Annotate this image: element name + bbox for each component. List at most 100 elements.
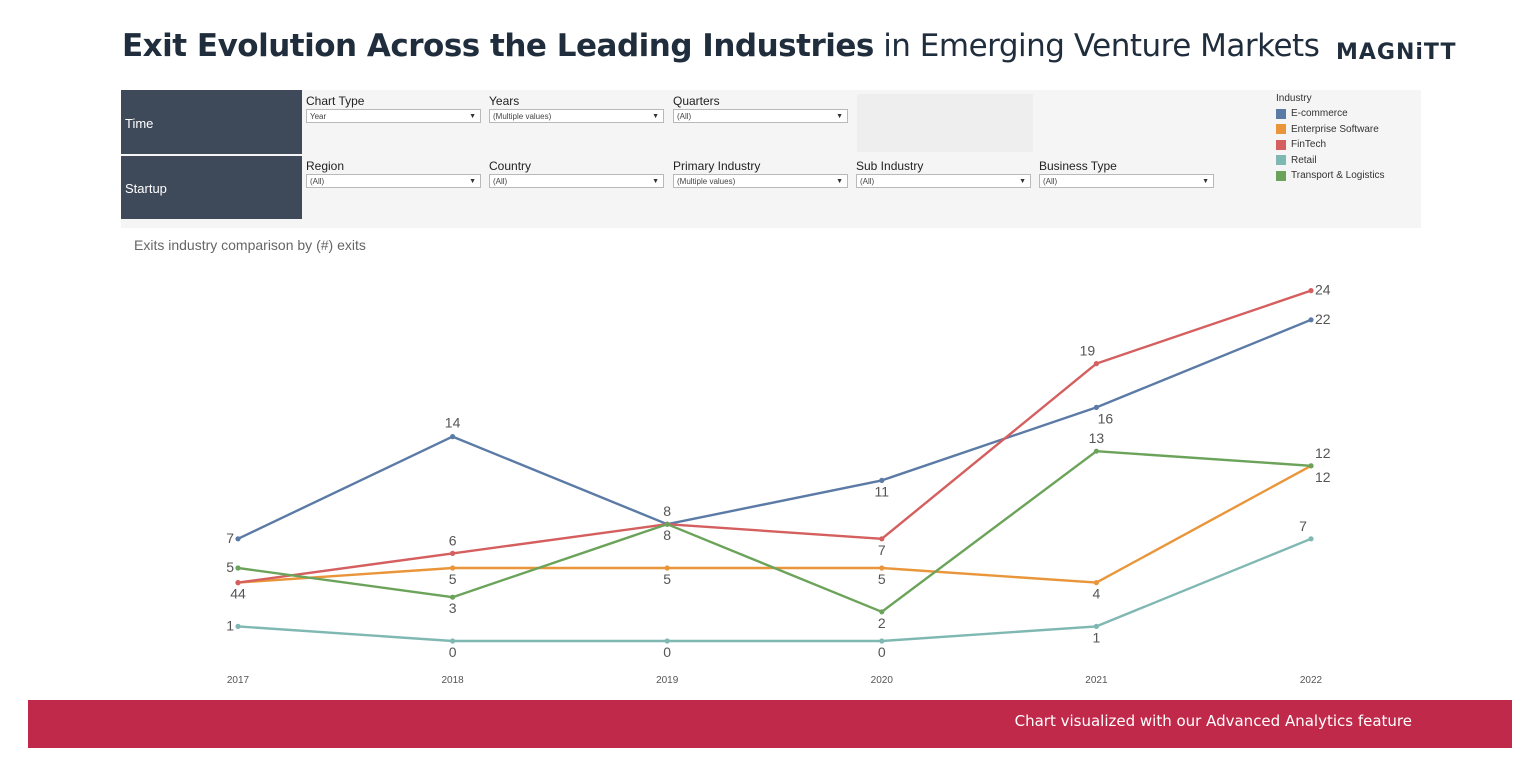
data-label: 16: [1098, 410, 1114, 426]
quarters-label: Quarters: [673, 94, 720, 108]
legend-item[interactable]: Retail: [1276, 153, 1385, 169]
data-point: [1308, 288, 1314, 294]
x-tick-label: 2022: [1300, 675, 1323, 686]
data-label: 6: [449, 532, 457, 548]
region-label: Region: [306, 159, 345, 173]
series-line: [237, 289, 1312, 584]
country-select[interactable]: (All) ▼: [489, 174, 664, 188]
data-point: [1093, 361, 1099, 367]
quarters-value: (All): [677, 112, 692, 121]
business-type-select[interactable]: (All) ▼: [1039, 174, 1214, 188]
x-tick-label: 2018: [441, 675, 464, 686]
x-tick-label: 2021: [1085, 675, 1108, 686]
data-label: 0: [878, 644, 886, 660]
primary-industry-select[interactable]: (Multiple values) ▼: [673, 174, 848, 188]
chart-title: Exits industry comparison by (#) exits: [134, 237, 366, 253]
primary-industry-value: (Multiple values): [677, 177, 736, 186]
data-label: 24: [1315, 282, 1331, 298]
country-value: (All): [493, 177, 508, 186]
series-line: [237, 450, 1312, 613]
sub-industry-label: Sub Industry: [856, 159, 924, 173]
data-label: 11: [875, 483, 890, 499]
data-point: [879, 638, 885, 644]
data-point: [879, 565, 885, 571]
legend-label: E-commerce: [1291, 108, 1348, 120]
data-label: 4: [1093, 586, 1101, 602]
legend-item[interactable]: E-commerce: [1276, 106, 1385, 122]
row-header-startup-label: Startup: [125, 181, 167, 196]
data-label: 2: [878, 615, 886, 631]
legend-swatch: [1276, 108, 1286, 119]
data-point: [235, 536, 241, 542]
data-label: 8: [663, 503, 671, 519]
chart-type-value: Year: [310, 112, 327, 121]
data-label: 5: [226, 559, 234, 575]
data-point: [235, 623, 241, 630]
data-label: 5: [663, 571, 671, 587]
legend-label: FinTech: [1291, 139, 1327, 151]
data-label: 7: [1299, 518, 1307, 534]
data-label: 3: [449, 600, 457, 616]
footer-banner: Chart visualized with our Advanced Analy…: [28, 700, 1512, 748]
legend-item[interactable]: FinTech: [1276, 137, 1385, 153]
data-label: 8: [663, 527, 671, 543]
x-tick-label: 2019: [656, 675, 679, 686]
data-point: [450, 594, 456, 600]
data-label: 1: [1093, 629, 1101, 645]
x-tick-label: 2020: [871, 675, 894, 686]
row-header-time: Time: [121, 90, 302, 154]
chevron-down-icon: ▼: [836, 178, 843, 185]
country-label: Country: [489, 159, 532, 173]
series-line: [237, 464, 1312, 584]
data-label: 5: [449, 571, 457, 587]
data-label: 14: [445, 415, 461, 431]
data-point: [450, 565, 456, 571]
region-select[interactable]: (All) ▼: [306, 174, 481, 188]
data-point: [235, 580, 241, 586]
data-label: 19: [1080, 343, 1096, 359]
data-point: [1093, 448, 1099, 454]
data-point: [664, 565, 670, 571]
data-label: 12: [1315, 445, 1331, 461]
data-label: 13: [1089, 430, 1105, 446]
quarters-select[interactable]: (All) ▼: [673, 109, 848, 123]
data-point: [235, 565, 241, 571]
data-point: [1308, 317, 1314, 323]
data-point: [664, 521, 670, 527]
data-label: 12: [1315, 469, 1331, 485]
series-line: [237, 537, 1312, 643]
data-point: [879, 536, 885, 542]
data-point: [879, 477, 885, 483]
business-type-value: (All): [1043, 177, 1058, 186]
sub-industry-select[interactable]: (All) ▼: [856, 174, 1031, 188]
chevron-down-icon: ▼: [652, 178, 659, 185]
years-label: Years: [489, 94, 520, 108]
legend-swatch: [1276, 155, 1286, 166]
chart-type-select[interactable]: Year ▼: [306, 109, 481, 123]
legend-item[interactable]: Enterprise Software: [1276, 122, 1385, 138]
data-point: [664, 638, 670, 644]
empty-filter-placeholder: [857, 94, 1033, 152]
region-value: (All): [310, 177, 325, 186]
data-label: 7: [226, 530, 234, 546]
chevron-down-icon: ▼: [1019, 178, 1026, 185]
data-point: [1093, 580, 1099, 586]
legend-swatch: [1276, 139, 1286, 150]
data-point: [450, 638, 456, 644]
years-select[interactable]: (Multiple values) ▼: [489, 109, 664, 123]
filter-panel: Time Startup Chart Type Year ▼ Years (Mul…: [121, 90, 1421, 228]
data-label: 22: [1315, 311, 1331, 327]
data-point: [1093, 623, 1099, 630]
magnitt-logo: MAGNiTT: [1336, 40, 1457, 65]
row-header-startup: Startup: [121, 156, 302, 219]
data-label: 44: [230, 586, 246, 602]
data-point: [1093, 404, 1099, 410]
business-type-label: Business Type: [1039, 159, 1117, 173]
years-value: (Multiple values): [493, 112, 552, 121]
chevron-down-icon: ▼: [469, 178, 476, 185]
legend-item[interactable]: Transport & Logistics: [1276, 168, 1385, 184]
x-tick-label: 2017: [227, 675, 250, 686]
data-label: 1: [226, 617, 234, 633]
data-label: 5: [878, 571, 886, 587]
